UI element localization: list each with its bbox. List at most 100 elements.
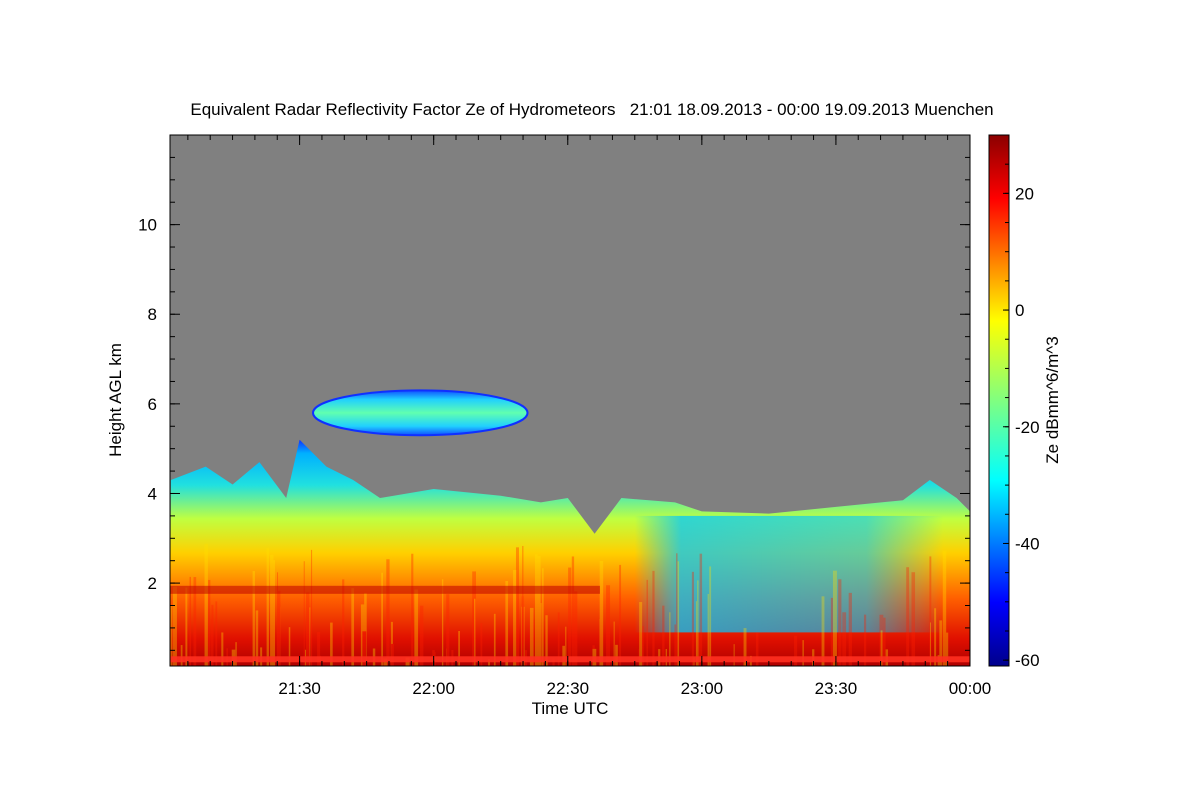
echo-streak bbox=[390, 621, 393, 666]
echo-streak bbox=[170, 605, 173, 666]
echo-streak bbox=[351, 588, 355, 666]
echo-streak bbox=[669, 612, 671, 666]
y-tick-label: 2 bbox=[148, 574, 157, 593]
echo-streak bbox=[278, 606, 281, 666]
echo-streak bbox=[574, 591, 578, 666]
echo-streak bbox=[613, 621, 615, 666]
echo-streak bbox=[830, 597, 835, 666]
near-surface-band bbox=[170, 656, 970, 663]
echo-streak bbox=[568, 567, 572, 666]
echo-streak bbox=[599, 619, 602, 666]
y-axis-label: Height AGL km bbox=[106, 343, 125, 457]
echo-streak bbox=[944, 632, 949, 666]
x-tick-label: 00:00 bbox=[949, 679, 992, 698]
echo-streak bbox=[204, 543, 208, 666]
echo-streak bbox=[474, 598, 476, 666]
y-tick-label: 8 bbox=[148, 305, 157, 324]
echo-streak bbox=[210, 618, 213, 666]
echo-streak bbox=[306, 592, 310, 666]
x-tick-label: 23:30 bbox=[815, 679, 858, 698]
echo-streak bbox=[362, 631, 367, 666]
colorbar-tick-label: -20 bbox=[1015, 418, 1040, 437]
echo-layer bbox=[170, 389, 970, 666]
echo-streak bbox=[221, 632, 224, 666]
echo-streak bbox=[646, 579, 648, 666]
echo-streak bbox=[848, 592, 852, 666]
x-tick-label: 22:00 bbox=[412, 679, 455, 698]
echo-streak bbox=[615, 644, 618, 666]
echo-streak bbox=[607, 641, 610, 666]
echo-streak bbox=[208, 579, 211, 666]
echo-streak bbox=[676, 561, 680, 666]
echo-streak bbox=[599, 561, 604, 666]
echo-streak bbox=[271, 560, 275, 666]
echo-streak bbox=[255, 610, 259, 666]
echo-streak bbox=[310, 549, 313, 666]
echo-streak bbox=[545, 615, 548, 666]
echo-streak bbox=[521, 606, 525, 666]
echo-streak bbox=[535, 590, 539, 666]
echo-streak bbox=[880, 630, 883, 666]
echo-streak bbox=[821, 596, 825, 666]
echo-streak bbox=[270, 554, 274, 666]
echo-streak bbox=[480, 622, 483, 666]
echo-streak bbox=[180, 645, 183, 666]
echo-streak bbox=[360, 604, 365, 666]
echo-streak bbox=[699, 553, 703, 666]
echo-streak bbox=[863, 614, 867, 666]
echo-streak bbox=[565, 626, 567, 666]
echo-streak bbox=[838, 579, 842, 666]
echo-streak bbox=[832, 570, 837, 666]
echo-streak bbox=[185, 587, 188, 666]
colorbar-label: Ze dBmm^6/m^3 bbox=[1043, 336, 1062, 463]
colorbar-tick-label: -40 bbox=[1015, 534, 1040, 553]
echo-streak bbox=[934, 608, 937, 666]
echo-streak bbox=[882, 617, 886, 666]
echo-streak bbox=[505, 581, 509, 666]
echo-streak bbox=[541, 568, 544, 666]
echo-streak bbox=[458, 631, 460, 666]
echo-streak bbox=[911, 572, 916, 666]
echo-streak bbox=[193, 577, 197, 666]
echo-streak bbox=[676, 553, 678, 666]
colorbar-gradient bbox=[988, 134, 1010, 667]
echo-streak bbox=[441, 579, 444, 666]
echo-streak bbox=[472, 571, 476, 666]
echo-streak bbox=[513, 570, 517, 666]
echo-streak bbox=[303, 561, 305, 666]
echo-streak bbox=[189, 576, 191, 666]
bright-band bbox=[170, 585, 600, 594]
echo-streak bbox=[521, 596, 524, 666]
echo-streak bbox=[707, 593, 710, 666]
y-tick-label: 6 bbox=[148, 395, 157, 414]
echo-streak bbox=[531, 619, 535, 666]
echo-streak bbox=[488, 659, 490, 666]
echo-streak bbox=[929, 556, 932, 666]
echo-streak bbox=[277, 590, 281, 666]
x-axis-label: Time UTC bbox=[532, 699, 609, 718]
echo-streak bbox=[522, 545, 524, 666]
echo-streak bbox=[662, 605, 665, 666]
echo-streak bbox=[619, 564, 622, 666]
echo-streak bbox=[215, 601, 218, 666]
echo-streak bbox=[235, 642, 237, 666]
echo-elevated-layer bbox=[312, 389, 529, 437]
echo-streak bbox=[364, 592, 367, 666]
echo-streak bbox=[695, 601, 698, 666]
echo-streak bbox=[419, 605, 424, 666]
echo-streak bbox=[306, 607, 311, 666]
echo-streak bbox=[733, 644, 735, 666]
echo-streak bbox=[317, 632, 321, 666]
y-axis: 2 4 6 8 10 bbox=[138, 156, 970, 651]
echo-streak bbox=[446, 594, 450, 666]
plot-area bbox=[170, 135, 970, 666]
colorbar-tick-label: 20 bbox=[1015, 184, 1034, 203]
echo-streak bbox=[515, 547, 519, 666]
echo-streak bbox=[414, 589, 419, 666]
echo-streak bbox=[330, 622, 333, 666]
echo-streak bbox=[697, 580, 699, 666]
colorbar-tick-label: -60 bbox=[1015, 651, 1040, 670]
echo-streak bbox=[641, 626, 644, 666]
echo-streak bbox=[691, 571, 695, 666]
echo-streak bbox=[571, 556, 575, 666]
